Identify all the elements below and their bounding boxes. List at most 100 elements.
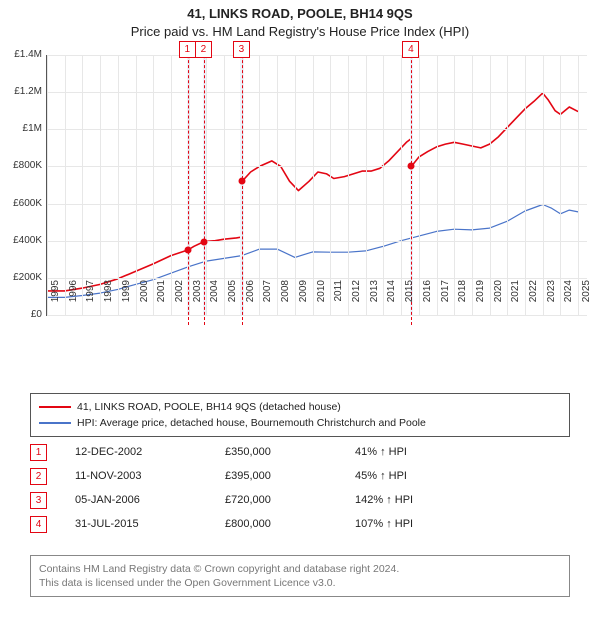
x-tick-label: 2023 — [546, 280, 557, 320]
event-marker: 2 — [195, 41, 212, 58]
x-tick-label: 2002 — [174, 280, 185, 320]
y-tick-label: £400K — [0, 235, 42, 246]
x-tick-label: 1997 — [85, 280, 96, 320]
sale-dot — [184, 247, 191, 254]
x-tick-label: 1995 — [50, 280, 61, 320]
sale-date: 31-JUL-2015 — [75, 518, 225, 530]
y-tick-label: £1M — [0, 123, 42, 134]
sale-marker: 4 — [30, 516, 47, 533]
gridline-h — [47, 204, 587, 205]
sale-marker: 1 — [30, 444, 47, 461]
gridline-v — [472, 55, 473, 315]
gridline-v — [313, 55, 314, 315]
gridline-v — [82, 55, 83, 315]
x-tick-label: 2016 — [422, 280, 433, 320]
chart-area: 1995199619971998199920002001200220032004… — [0, 45, 600, 365]
gridline-v — [47, 55, 48, 315]
gridline-v — [401, 55, 402, 315]
sale-delta: 107% ↑ HPI — [355, 518, 475, 530]
gridline-v — [189, 55, 190, 315]
gridline-v — [153, 55, 154, 315]
x-tick-label: 2001 — [156, 280, 167, 320]
gridline-v — [171, 55, 172, 315]
x-tick-label: 2006 — [245, 280, 256, 320]
x-tick-label: 2000 — [139, 280, 150, 320]
sale-delta: 45% ↑ HPI — [355, 470, 475, 482]
sale-row: 3 05-JAN-2006 £720,000 142% ↑ HPI — [30, 488, 570, 512]
title-address: 41, LINKS ROAD, POOLE, BH14 9QS — [0, 6, 600, 21]
x-tick-label: 2014 — [386, 280, 397, 320]
event-line — [188, 45, 189, 325]
sale-price: £800,000 — [225, 518, 355, 530]
x-tick-label: 2007 — [262, 280, 273, 320]
page-root: 41, LINKS ROAD, POOLE, BH14 9QS Price pa… — [0, 0, 600, 620]
x-tick-label: 2018 — [457, 280, 468, 320]
x-tick-label: 2021 — [510, 280, 521, 320]
gridline-v — [348, 55, 349, 315]
footnote-line: This data is licensed under the Open Gov… — [39, 576, 561, 590]
footnote-line: Contains HM Land Registry data © Crown c… — [39, 562, 561, 576]
y-tick-label: £800K — [0, 160, 42, 171]
gridline-h — [47, 166, 587, 167]
x-tick-label: 2022 — [528, 280, 539, 320]
legend-box: 41, LINKS ROAD, POOLE, BH14 9QS (detache… — [30, 393, 570, 437]
x-tick-label: 2008 — [280, 280, 291, 320]
gridline-v — [525, 55, 526, 315]
gridline-v — [224, 55, 225, 315]
gridline-v — [277, 55, 278, 315]
legend-label: 41, LINKS ROAD, POOLE, BH14 9QS (detache… — [77, 401, 341, 413]
gridline-v — [578, 55, 579, 315]
sale-dot — [408, 163, 415, 170]
y-tick-label: £600K — [0, 198, 42, 209]
event-line — [242, 45, 243, 325]
gridline-v — [100, 55, 101, 315]
gridline-v — [560, 55, 561, 315]
gridline-v — [437, 55, 438, 315]
gridline-h — [47, 241, 587, 242]
sale-marker: 2 — [30, 468, 47, 485]
gridline-v — [454, 55, 455, 315]
gridline-v — [419, 55, 420, 315]
y-tick-label: £0 — [0, 309, 42, 320]
sale-delta: 142% ↑ HPI — [355, 494, 475, 506]
sale-row: 4 31-JUL-2015 £800,000 107% ↑ HPI — [30, 512, 570, 536]
y-tick-label: £1.4M — [0, 49, 42, 60]
legend-swatch — [39, 422, 71, 424]
gridline-v — [383, 55, 384, 315]
gridline-v — [330, 55, 331, 315]
legend-swatch — [39, 406, 71, 408]
x-tick-label: 1998 — [103, 280, 114, 320]
sale-price: £720,000 — [225, 494, 355, 506]
gridline-v — [206, 55, 207, 315]
legend-label: HPI: Average price, detached house, Bour… — [77, 417, 426, 429]
gridline-v — [136, 55, 137, 315]
x-tick-label: 2020 — [493, 280, 504, 320]
x-tick-label: 2012 — [351, 280, 362, 320]
x-tick-label: 2024 — [563, 280, 574, 320]
sale-price: £395,000 — [225, 470, 355, 482]
line-layer — [47, 55, 587, 315]
event-marker: 1 — [179, 41, 196, 58]
x-tick-label: 2017 — [440, 280, 451, 320]
footnote-box: Contains HM Land Registry data © Crown c… — [30, 555, 570, 597]
title-subtitle: Price paid vs. HM Land Registry's House … — [0, 24, 600, 39]
sale-delta: 41% ↑ HPI — [355, 446, 475, 458]
event-line — [204, 45, 205, 325]
x-tick-label: 2005 — [227, 280, 238, 320]
plot-region — [46, 55, 587, 316]
gridline-v — [65, 55, 66, 315]
gridline-h — [47, 278, 587, 279]
sale-row: 1 12-DEC-2002 £350,000 41% ↑ HPI — [30, 440, 570, 464]
gridline-v — [295, 55, 296, 315]
gridline-v — [366, 55, 367, 315]
sale-dot — [200, 238, 207, 245]
x-tick-label: 2004 — [209, 280, 220, 320]
x-tick-label: 2015 — [404, 280, 415, 320]
gridline-h — [47, 129, 587, 130]
gridline-v — [507, 55, 508, 315]
x-tick-label: 2010 — [316, 280, 327, 320]
legend-item-subject: 41, LINKS ROAD, POOLE, BH14 9QS (detache… — [39, 399, 561, 415]
event-marker: 4 — [402, 41, 419, 58]
gridline-v — [543, 55, 544, 315]
gridline-v — [490, 55, 491, 315]
